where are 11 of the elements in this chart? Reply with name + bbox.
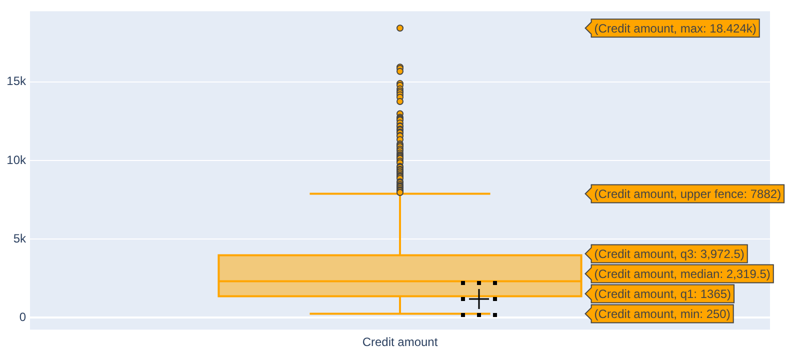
- annotation: (Credit amount, max: 18.424k): [594, 21, 756, 36]
- annotation: (Credit amount, upper fence: 7882): [594, 187, 782, 202]
- annotation: (Credit amount, q3: 3,972.5): [594, 247, 744, 262]
- y-tick-label: 5k: [13, 231, 27, 246]
- annotation: (Credit amount, q1: 1365): [594, 287, 732, 302]
- y-tick-label: 0: [19, 310, 26, 324]
- annotation: (Credit amount, median: 2,319.5): [594, 267, 770, 282]
- y-tick-label: 10k: [6, 152, 27, 167]
- y-tick-label: 15k: [6, 74, 27, 88]
- annotation: (Credit amount, min: 250): [594, 307, 730, 322]
- x-tick-label: Credit amount: [362, 335, 438, 350]
